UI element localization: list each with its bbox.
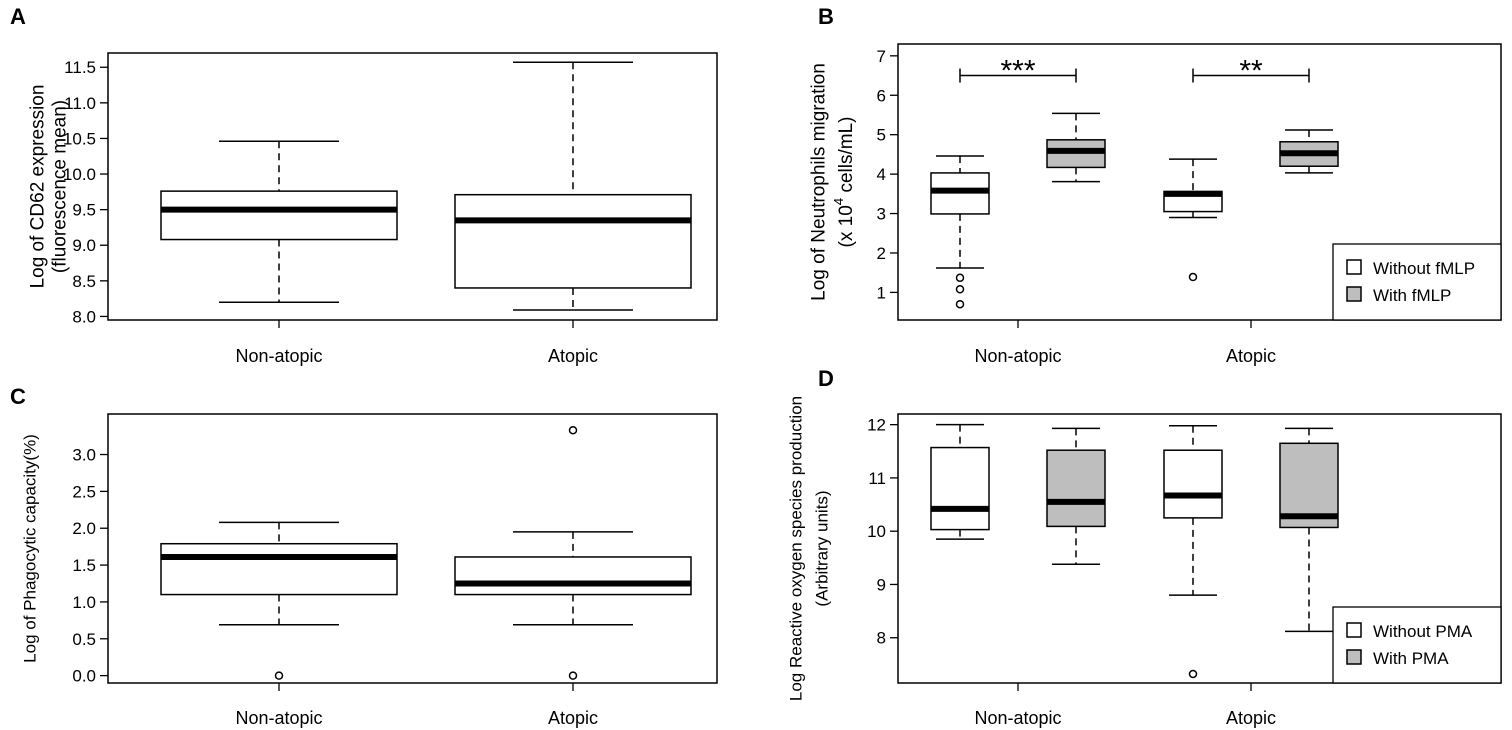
outlier-point: [955, 273, 965, 283]
box-without-pma-non-atopic: [930, 423, 990, 540]
legend-entry: Without fMLP: [1373, 259, 1475, 278]
y-tick-label: 4: [877, 165, 886, 184]
legend-swatch: [1346, 259, 1362, 275]
y-tick-label: 9: [877, 575, 886, 594]
iqr-box: [454, 193, 692, 289]
outlier-point: [955, 284, 965, 294]
legend-entry: Without PMA: [1373, 622, 1473, 641]
box-with-pma-non-atopic: [1046, 427, 1106, 565]
legend-entry: With fMLP: [1373, 286, 1451, 305]
y-axis-title: (x 104 cells/mL): [831, 117, 857, 248]
x-tick-label: Non-atopic: [235, 346, 322, 366]
y-tick-label: 8.0: [72, 307, 96, 326]
x-tick-label: Atopic: [548, 346, 598, 366]
y-tick-label: 2: [877, 244, 886, 263]
significance-bracket: ***: [959, 55, 1077, 88]
outlier-point: [568, 671, 578, 680]
y-tick-label: 11: [868, 469, 886, 488]
box-group-atopic: [454, 61, 692, 311]
outlier-point: [1188, 669, 1198, 679]
outlier-point: [274, 671, 284, 680]
y-tick-label: 11.0: [64, 94, 96, 113]
panel-label-c: C: [10, 384, 26, 409]
significance-bracket: **: [1192, 55, 1310, 88]
y-tick-label: 10.5: [63, 129, 96, 148]
box-with-fmlp-non-atopic: [1046, 112, 1106, 183]
y-tick-label: 1: [877, 283, 886, 302]
panel-label-b: B: [818, 4, 834, 29]
panel-d: D 8 9 10 11 12 Log Reactive oxygen species pro…: [787, 366, 1502, 728]
significance-stars: **: [1239, 55, 1263, 88]
y-axis-title: (Arbitrary units): [813, 490, 832, 606]
legend: Without fMLP With fMLP: [1332, 243, 1502, 321]
box-with-fmlp-atopic: [1279, 129, 1339, 174]
iqr-box: [160, 190, 398, 241]
y-tick-label: 8.5: [72, 272, 96, 291]
y-tick-label: 11.5: [64, 58, 96, 77]
x-tick-label: Atopic: [1226, 708, 1276, 728]
significance-stars: ***: [1000, 55, 1035, 88]
box-without-pma-atopic: [1163, 424, 1223, 679]
box-group-non-atopic: [160, 521, 398, 680]
y-axis-title: Log of Phagocytic capacity(%): [21, 434, 40, 663]
y-tick-label: 2.0: [72, 519, 96, 538]
y-axis-title: (fluorescence mean): [50, 100, 71, 273]
iqr-box: [1046, 449, 1106, 528]
outlier-point: [955, 299, 965, 309]
y-tick-label: 1.5: [72, 556, 96, 575]
legend-frame: [1332, 243, 1502, 321]
plot-frame: [897, 43, 1502, 321]
y-tick-label: 12: [867, 416, 886, 435]
outlier-point: [1188, 272, 1198, 282]
y-tick-label: 10.0: [63, 165, 96, 184]
y-tick-label: 7: [877, 47, 886, 66]
iqr-box: [930, 446, 990, 531]
plot-frame: [107, 413, 718, 684]
panel-label-a: A: [10, 4, 26, 29]
y-tick-label: 9.5: [72, 201, 96, 220]
box-with-pma-atopic: [1279, 427, 1339, 633]
box-without-fmlp-atopic: [1163, 158, 1223, 282]
legend-swatch: [1346, 622, 1362, 638]
panel-label-d: D: [818, 366, 834, 391]
outlier-point: [568, 425, 578, 435]
y-tick-label: 3.0: [72, 446, 96, 465]
y-axis-title: Log of CD62 expression: [28, 85, 49, 289]
iqr-box: [454, 556, 692, 596]
y-tick-label: 0.5: [72, 630, 96, 649]
box-without-fmlp-non-atopic: [930, 155, 990, 309]
panel-c: C 0.0 0.5 1.0 1.5 2.0 2.5 3.0 Log of Phagocytic …: [10, 384, 718, 728]
y-tick-label: 6: [877, 86, 886, 105]
plot-frame: [897, 413, 1502, 684]
y-tick-label: 3: [877, 205, 886, 224]
box-group-atopic: [454, 425, 692, 680]
panel-a: A 8.0 8.5 9.0 9.5 10.0 10.5 11.0 11.5 Log of CD62…: [10, 4, 718, 366]
y-tick-label: 9.0: [72, 236, 96, 255]
legend: Without PMA With PMA: [1332, 606, 1502, 684]
x-tick-label: Atopic: [548, 708, 598, 728]
y-axis-title: Log of Neutrophils migration: [809, 63, 830, 301]
box-group-non-atopic: [160, 140, 398, 303]
y-axis-title: Log Reactive oxygen species production: [787, 396, 806, 701]
panel-b: B 1 2 3 4 5 6 7 Log of Neutrophils migration (x 1…: [809, 4, 1502, 366]
y-tick-label: 10: [867, 522, 886, 541]
y-tick-label: 0.0: [72, 667, 96, 686]
iqr-box: [1163, 449, 1223, 519]
y-tick-label: 1.0: [72, 593, 96, 612]
iqr-box: [160, 542, 398, 596]
legend-frame: [1332, 606, 1502, 684]
legend-swatch: [1346, 649, 1362, 665]
x-tick-label: Non-atopic: [235, 708, 322, 728]
legend-swatch: [1346, 286, 1362, 302]
plot-frame: [107, 52, 718, 321]
y-tick-label: 5: [877, 126, 886, 145]
x-tick-label: Non-atopic: [974, 346, 1061, 366]
y-tick-label: 2.5: [72, 482, 96, 501]
x-tick-label: Non-atopic: [974, 708, 1061, 728]
y-tick-label: 8: [877, 629, 886, 648]
x-tick-label: Atopic: [1226, 346, 1276, 366]
legend-entry: With PMA: [1373, 649, 1449, 668]
